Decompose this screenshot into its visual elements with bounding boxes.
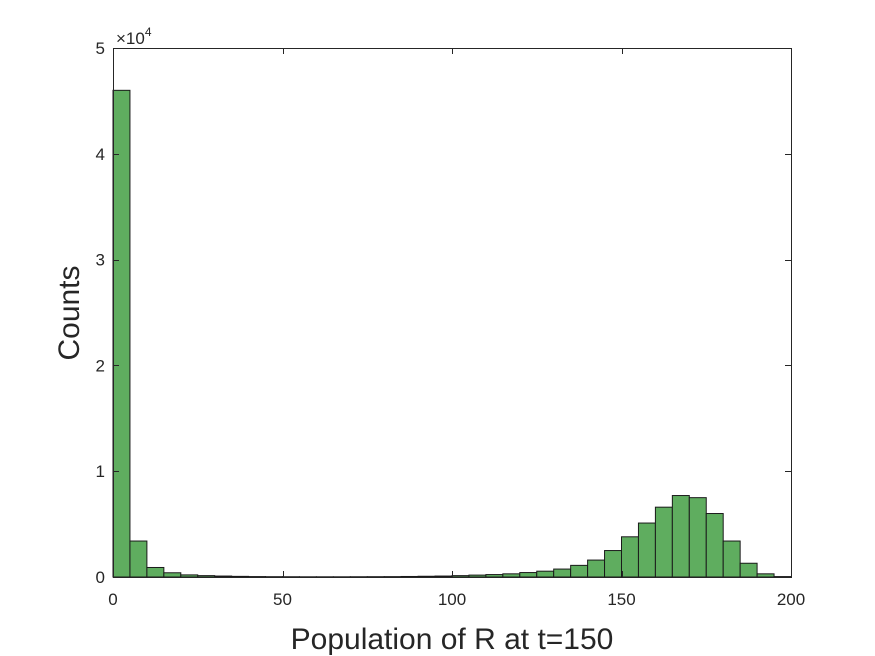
histogram-bar: [502, 573, 521, 578]
histogram-bar: [570, 564, 589, 578]
histogram-bar: [231, 575, 250, 578]
histogram-bar: [485, 574, 504, 578]
histogram-bar: [604, 550, 622, 578]
histogram-bar: [214, 575, 233, 578]
histogram-bar: [671, 495, 690, 578]
x-tick-label: 150: [607, 590, 635, 609]
y-tick-label: 4: [96, 145, 105, 164]
histogram-bar: [722, 540, 741, 578]
bars-layer: [112, 89, 792, 578]
histogram-bar: [519, 572, 538, 578]
histogram-bar: [756, 573, 775, 578]
y-tick-label: 3: [96, 251, 105, 270]
histogram-bar: [654, 506, 673, 578]
histogram-bar: [553, 568, 572, 578]
x-axis-label: Population of R at t=150: [291, 623, 614, 656]
histogram-bar: [180, 574, 199, 578]
histogram-bar: [197, 575, 216, 578]
y-axis-label: Counts: [53, 265, 86, 360]
histogram-bar: [739, 562, 758, 578]
histogram-bar: [400, 575, 419, 578]
histogram-bar: [621, 536, 639, 578]
x-tick-label: 200: [777, 590, 805, 609]
histogram-bar: [688, 497, 707, 578]
x-tick-label: 0: [108, 590, 117, 609]
histogram-bar: [112, 89, 131, 578]
histogram-bar: [637, 522, 656, 578]
x-tick-label: 50: [273, 590, 292, 609]
histogram-bar: [705, 513, 724, 578]
y-tick-label: 2: [96, 356, 105, 375]
tick-labels-layer: 0 50 100 150 200 0 1 2 3 4 5: [96, 39, 806, 609]
histogram-bar: [129, 540, 148, 578]
histogram-bar: [146, 566, 165, 578]
y-tick-label: 0: [96, 568, 105, 587]
histogram-bar: [451, 575, 470, 578]
histogram-bar: [417, 575, 436, 578]
histogram-bar: [468, 574, 487, 578]
y-exponent-label: ×104: [116, 25, 152, 48]
y-tick-label: 1: [96, 462, 105, 481]
histogram-bar: [536, 570, 555, 578]
y-exponent-power: 4: [145, 25, 152, 39]
ticks-layer: [113, 48, 792, 578]
histogram-bar: [163, 572, 182, 578]
x-tick-label: 100: [438, 590, 466, 609]
y-tick-label: 5: [96, 39, 105, 58]
histogram-bar: [434, 575, 453, 578]
histogram-bar: [587, 559, 606, 578]
